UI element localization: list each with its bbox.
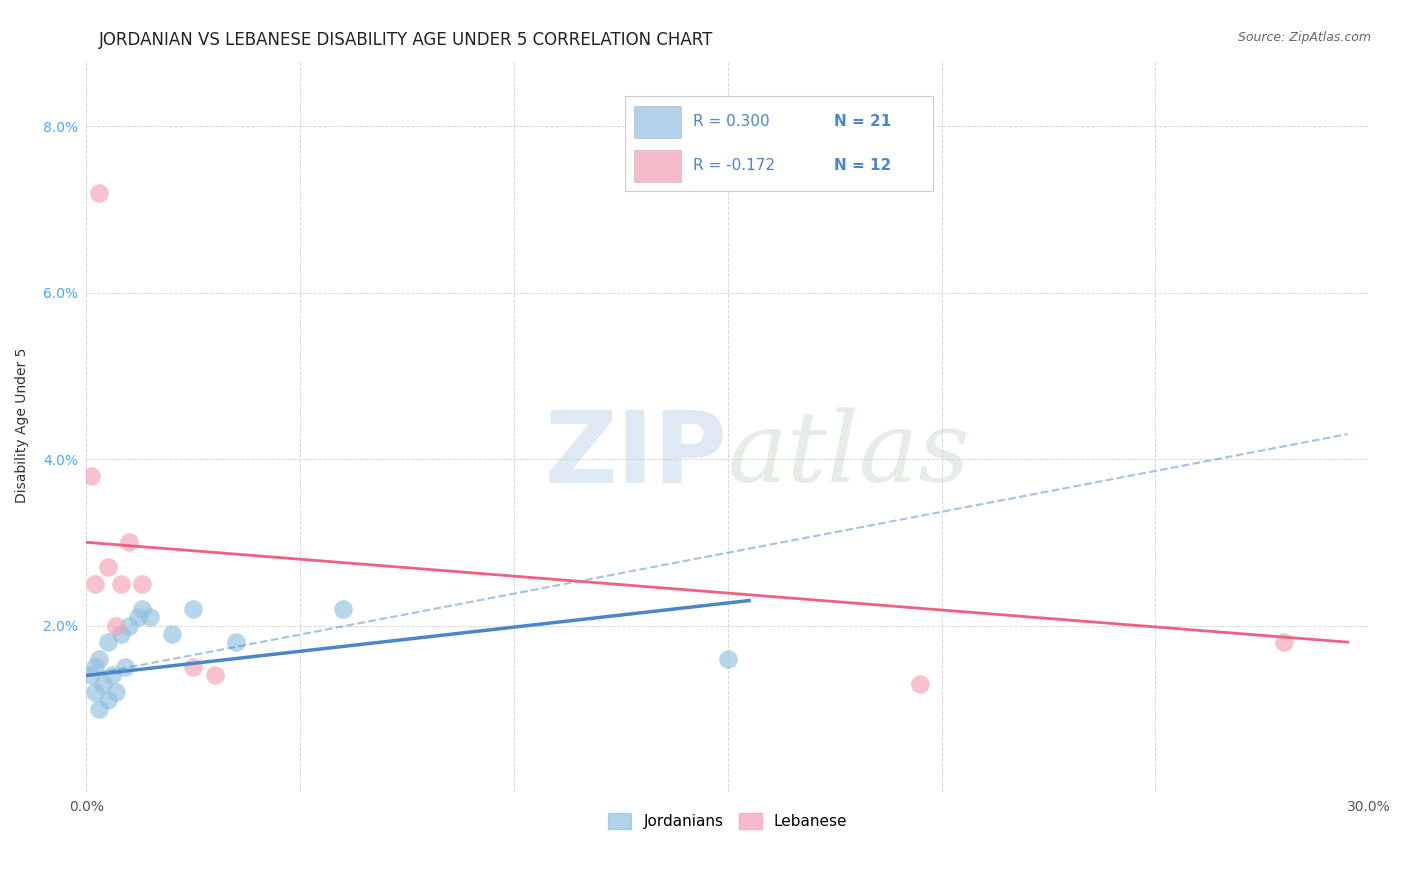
Text: JORDANIAN VS LEBANESE DISABILITY AGE UNDER 5 CORRELATION CHART: JORDANIAN VS LEBANESE DISABILITY AGE UND… xyxy=(98,31,713,49)
Point xyxy=(101,668,124,682)
Y-axis label: Disability Age Under 5: Disability Age Under 5 xyxy=(15,348,30,503)
Point xyxy=(181,660,204,674)
Point xyxy=(908,677,931,691)
Legend: Jordanians, Lebanese: Jordanians, Lebanese xyxy=(602,807,853,836)
Point xyxy=(89,652,111,666)
Point xyxy=(127,610,149,624)
Point xyxy=(83,685,105,699)
Text: atlas: atlas xyxy=(728,408,970,503)
Point xyxy=(1272,635,1295,649)
Point xyxy=(204,668,226,682)
Point xyxy=(118,618,141,632)
Point xyxy=(110,627,132,641)
Point xyxy=(89,702,111,716)
Point xyxy=(83,577,105,591)
Point xyxy=(83,660,105,674)
Point xyxy=(225,635,247,649)
Point xyxy=(97,693,120,707)
Point xyxy=(105,618,128,632)
Point xyxy=(79,468,101,483)
Point xyxy=(181,602,204,616)
Point xyxy=(717,652,740,666)
Point xyxy=(131,577,153,591)
Text: ZIP: ZIP xyxy=(546,407,728,504)
Point xyxy=(160,627,183,641)
Point xyxy=(89,186,111,200)
Point xyxy=(79,668,101,682)
Point xyxy=(131,602,153,616)
Point xyxy=(97,635,120,649)
Text: Source: ZipAtlas.com: Source: ZipAtlas.com xyxy=(1237,31,1371,45)
Point xyxy=(332,602,354,616)
Point xyxy=(139,610,162,624)
Point xyxy=(93,677,115,691)
Point xyxy=(118,535,141,549)
Point xyxy=(105,685,128,699)
Point xyxy=(97,560,120,574)
Point xyxy=(114,660,136,674)
Point xyxy=(110,577,132,591)
